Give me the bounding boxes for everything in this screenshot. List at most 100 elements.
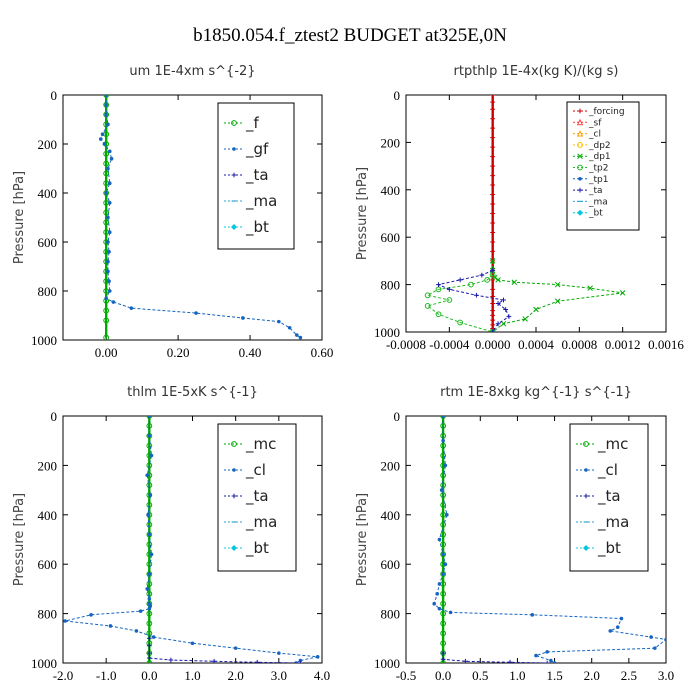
data-point xyxy=(490,95,496,98)
data-point xyxy=(437,537,442,542)
data-point xyxy=(506,314,512,319)
data-point xyxy=(149,453,154,458)
data-point xyxy=(98,137,103,141)
data-point xyxy=(441,572,445,576)
data-point xyxy=(147,532,152,537)
legend-label: _mc xyxy=(245,435,276,454)
legend: _mc _cl _ta _ma _bt xyxy=(569,423,649,572)
plot-frame xyxy=(405,415,667,664)
y-tick-label: 200 xyxy=(381,458,401,473)
legend-label: _bt xyxy=(588,209,603,219)
plot-area xyxy=(63,416,320,663)
data-point xyxy=(146,650,152,656)
series-gf xyxy=(98,95,303,340)
plot-frame xyxy=(62,94,323,341)
legend-item: _bt xyxy=(576,539,621,558)
y-tick-label: 200 xyxy=(38,458,58,473)
legend-marker xyxy=(584,468,588,472)
legend-item: _sf xyxy=(573,118,602,128)
data-point xyxy=(511,279,518,285)
legend-label: _ma xyxy=(588,197,608,207)
data-point xyxy=(298,335,303,340)
y-axis-label: Pressure [hPa] xyxy=(12,171,27,264)
data-point xyxy=(106,122,110,127)
data-point xyxy=(298,660,303,663)
legend: _f _gf _ta _ma _bt xyxy=(217,102,295,250)
data-point xyxy=(441,552,445,557)
legend-marker xyxy=(231,441,237,447)
legend-item: _dp1 xyxy=(573,152,611,162)
y-tick-label: 1000 xyxy=(374,325,400,340)
data-point xyxy=(479,272,485,278)
data-point xyxy=(490,135,496,141)
x-tick-label: 0.0016 xyxy=(648,337,684,352)
data-point xyxy=(103,334,110,340)
data-point xyxy=(146,561,153,568)
legend-marker xyxy=(577,153,583,159)
x-tick-label: 2.5 xyxy=(621,668,637,683)
data-point xyxy=(649,635,653,639)
data-point xyxy=(474,292,479,298)
data-point xyxy=(295,333,299,337)
data-point xyxy=(145,473,149,478)
data-point xyxy=(448,610,453,615)
data-point xyxy=(484,276,491,283)
data-point xyxy=(146,620,153,627)
x-tick-label: 0.60 xyxy=(311,345,334,360)
data-point xyxy=(545,650,549,654)
data-point xyxy=(522,316,528,322)
legend-label: _gf xyxy=(245,140,269,159)
data-point xyxy=(457,319,464,326)
legend-marker xyxy=(231,224,237,230)
x-tick-label: 0.00 xyxy=(95,345,118,360)
data-point xyxy=(554,298,561,304)
data-point xyxy=(103,209,110,216)
data-point xyxy=(619,616,624,621)
legend-box xyxy=(569,423,649,572)
x-tick-label: 0.5 xyxy=(472,668,488,683)
x-tick-label: 2.0 xyxy=(228,668,244,683)
data-point xyxy=(106,166,110,171)
data-point xyxy=(138,609,143,613)
data-point xyxy=(146,610,153,617)
x-tick-label: 0.0008 xyxy=(561,337,597,352)
data-point xyxy=(490,154,496,160)
data-point xyxy=(104,103,108,107)
data-point xyxy=(440,620,447,627)
data-point xyxy=(298,658,303,663)
data-point xyxy=(149,552,154,557)
x-tick-label: 3.0 xyxy=(658,668,674,683)
series-dp1 xyxy=(489,258,626,332)
x-tick-label: 0.0 xyxy=(141,668,157,683)
data-point xyxy=(104,112,108,117)
data-point xyxy=(440,571,447,577)
series-ta xyxy=(436,267,512,332)
data-point xyxy=(439,488,444,492)
y-tick-label: 0 xyxy=(51,409,58,424)
chart-title: um 1E-4xm s^{-2} xyxy=(129,64,255,79)
y-tick-label: 600 xyxy=(38,235,58,250)
data-point xyxy=(495,321,501,327)
legend-label: _bt xyxy=(245,218,269,237)
legend-item: _ta xyxy=(224,166,269,185)
data-point xyxy=(146,635,152,641)
y-tick-label: 600 xyxy=(38,557,58,572)
series-cl xyxy=(63,416,320,663)
data-point xyxy=(146,590,153,597)
legend-label: _cl xyxy=(588,130,601,140)
legend-item: _ta xyxy=(224,487,269,506)
legend-marker xyxy=(231,172,237,178)
y-tick-label: 1000 xyxy=(31,333,57,348)
data-point xyxy=(664,637,666,642)
data-point xyxy=(211,658,217,663)
legend-marker xyxy=(577,187,583,193)
data-point xyxy=(530,613,535,617)
data-point xyxy=(440,650,446,656)
data-point xyxy=(457,277,463,283)
data-point xyxy=(104,191,108,195)
y-tick-label: 0 xyxy=(51,88,58,103)
legend-item: _ma xyxy=(224,513,277,532)
data-point xyxy=(490,313,496,318)
data-point xyxy=(103,170,110,177)
plot-area xyxy=(424,95,626,332)
